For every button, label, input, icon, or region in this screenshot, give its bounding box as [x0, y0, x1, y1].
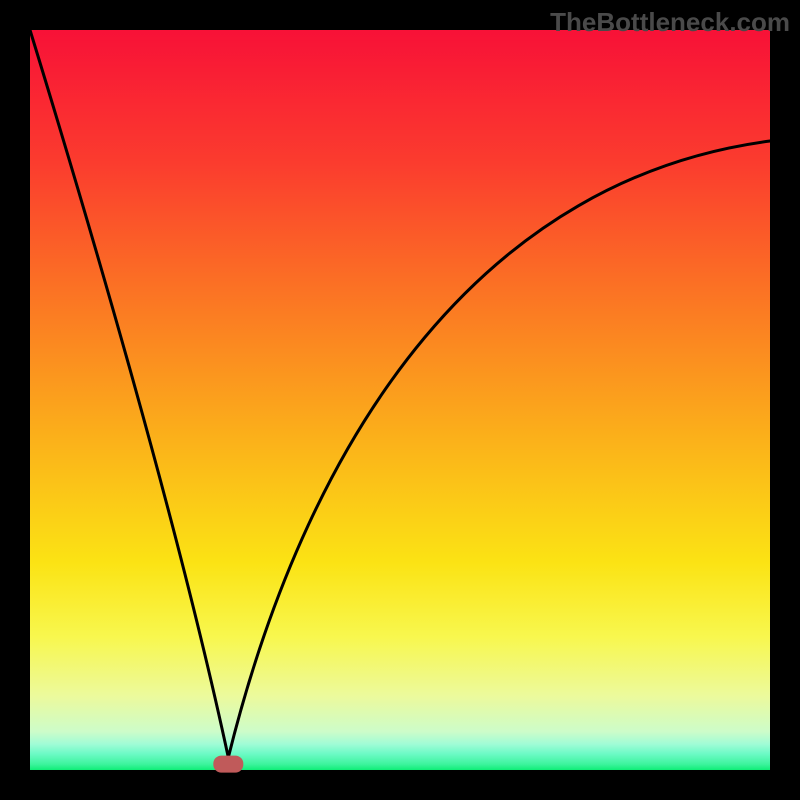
bottleneck-chart [0, 0, 800, 800]
plot-background [30, 30, 770, 770]
optimal-point-marker [213, 756, 243, 773]
chart-container: TheBottleneck.com [0, 0, 800, 800]
